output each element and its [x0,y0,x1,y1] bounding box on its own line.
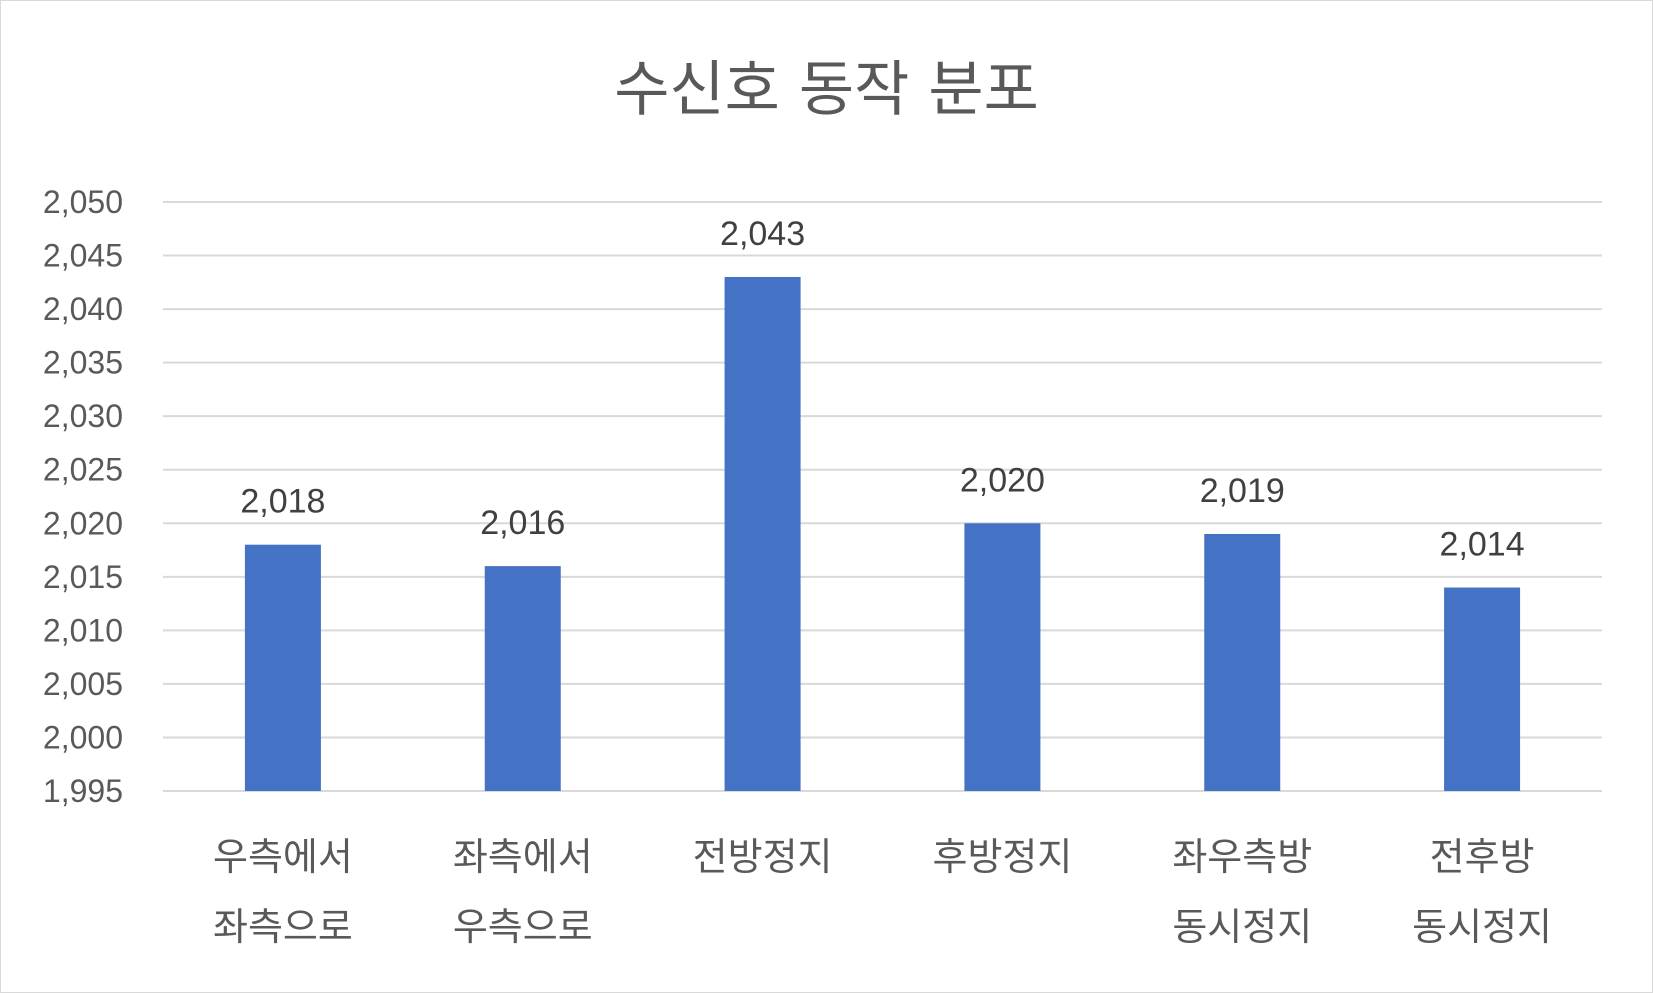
x-category-label: 좌측에서 [453,835,593,879]
y-tick-label: 2,035 [43,345,123,381]
y-tick-label: 2,045 [43,238,123,274]
data-label: 2,019 [1200,472,1285,510]
bar [964,523,1041,791]
x-category-label: 동시정지 [1412,905,1552,949]
y-tick-label: 2,005 [43,666,123,702]
y-tick-label: 2,000 [43,719,123,755]
y-tick-label: 2,015 [43,559,123,595]
x-category-label: 좌우측방 [1172,835,1312,879]
x-category-label: 좌측으로 [213,905,353,949]
y-tick-label: 2,010 [43,612,123,648]
x-category-label: 동시정지 [1172,905,1312,949]
x-category-label: 전방정지 [693,835,833,879]
bar [1444,587,1521,791]
bar [244,544,321,791]
data-label: 2,014 [1440,526,1525,564]
y-tick-label: 1,995 [43,773,123,809]
y-tick-label: 2,050 [43,184,123,220]
x-category-label: 후방정지 [932,835,1072,879]
data-label: 2,043 [720,215,805,253]
bar [724,276,801,791]
data-label: 2,018 [240,483,325,521]
x-category-label: 우측에서 [213,835,353,879]
chart-title: 수신호 동작 분포 [614,55,1039,125]
y-tick-label: 2,040 [43,291,123,327]
y-tick-label: 2,025 [43,452,123,488]
x-category-label: 우측으로 [453,905,593,949]
y-tick-label: 2,020 [43,505,123,541]
data-label: 2,016 [480,504,565,542]
x-category-label: 전후방 [1430,835,1535,879]
y-tick-label: 2,030 [43,398,123,434]
bar [484,566,561,791]
data-label: 2,020 [960,461,1045,499]
bar [1204,533,1281,791]
